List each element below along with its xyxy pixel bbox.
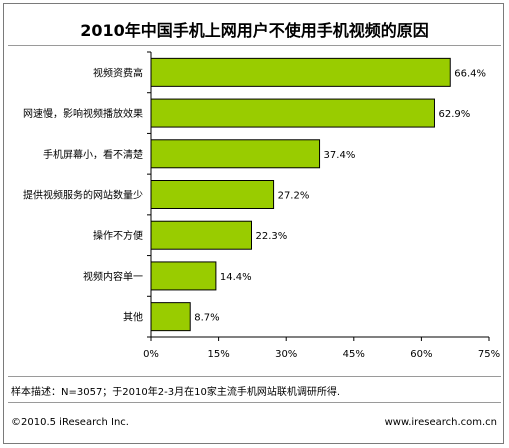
value-label: 62.9% — [438, 109, 470, 120]
category-label: 视频内容单一 — [83, 270, 143, 283]
category-label: 提供视频服务的网站数量少 — [23, 189, 143, 202]
value-label: 14.4% — [220, 272, 252, 283]
chart-title: 2010年中国手机上网用户不使用手机视频的原因 — [80, 21, 429, 40]
value-label: 37.4% — [324, 150, 356, 161]
category-label: 视频资费高 — [93, 66, 143, 79]
value-label: 8.7% — [194, 313, 219, 324]
category-label: 网速慢，影响视频播放效果 — [23, 107, 143, 120]
x-tick-label: 45% — [343, 349, 365, 360]
x-tick-label: 0% — [143, 349, 159, 360]
x-tick-label: 75% — [478, 349, 500, 360]
value-label: 27.2% — [278, 191, 310, 202]
bar — [150, 98, 435, 128]
copyright-text: ©2010.5 iResearch Inc. — [11, 417, 129, 428]
value-label: 22.3% — [255, 231, 287, 242]
website-text: www.iresearch.com.cn — [384, 417, 497, 428]
bar — [150, 261, 217, 291]
bar — [150, 180, 275, 209]
category-label: 手机屏幕小，看不清楚 — [43, 148, 143, 161]
x-tick-label: 30% — [275, 349, 297, 360]
note-divider-bottom — [8, 402, 501, 403]
x-tick-label: 15% — [207, 349, 229, 360]
bar — [150, 302, 191, 332]
category-label: 操作不方便 — [93, 229, 143, 242]
category-label: 其他 — [123, 311, 143, 324]
bar — [150, 220, 252, 250]
x-tick-label: 60% — [410, 349, 432, 360]
title-divider — [8, 45, 501, 46]
value-label: 66.4% — [454, 68, 486, 79]
bar — [150, 57, 451, 87]
sample-note: 样本描述：N=3057；于2010年2-3月在10家主流手机网站联机调研所得. — [11, 387, 340, 398]
bar — [150, 139, 321, 169]
note-divider-top — [8, 376, 501, 377]
